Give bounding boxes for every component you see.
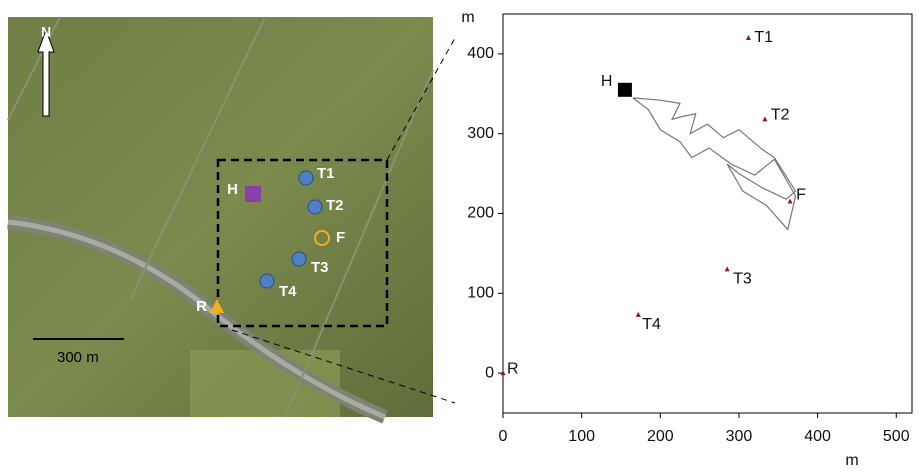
x-tick-label: 500	[883, 428, 910, 445]
satellite-map: N 300 m H T1 T2 F T3 T4 R	[8, 17, 455, 417]
map-label: R	[196, 298, 207, 315]
y-tick-label: 0	[485, 364, 494, 381]
map-label: T2	[326, 197, 344, 214]
scale-label: 300 m	[57, 349, 99, 366]
point-marker	[788, 199, 793, 204]
point-label: T3	[733, 271, 752, 288]
point-marker	[636, 312, 641, 317]
x-tick-label: 100	[568, 428, 595, 445]
figure: N 300 m H T1 T2 F T3 T4 R m m 0 100 200 300…	[0, 0, 919, 468]
home-marker	[618, 83, 632, 97]
y-tick-label: 200	[467, 205, 494, 222]
point-label: T2	[771, 107, 790, 124]
point-marker	[762, 116, 767, 121]
x-tick-label: 400	[804, 428, 831, 445]
y-axis-label: m	[461, 9, 474, 26]
point-label: H	[601, 73, 613, 90]
y-tick-label: 300	[467, 125, 494, 142]
point-marker	[725, 266, 730, 271]
plot-frame	[503, 14, 912, 413]
point-label: R	[507, 360, 519, 377]
y-tick-label: 400	[467, 45, 494, 62]
point-label: T1	[754, 29, 773, 46]
x-axis-label: m	[845, 452, 858, 468]
x-tick-label: 0	[499, 428, 508, 445]
x-tick-label: 300	[726, 428, 753, 445]
point-marker	[746, 35, 751, 40]
point-label: T4	[642, 316, 661, 333]
map-label: T4	[279, 283, 297, 300]
map-label: H	[227, 181, 238, 198]
north-label: N	[41, 24, 51, 40]
x-tick-label: 200	[647, 428, 674, 445]
map-label: F	[336, 229, 345, 246]
map-label: T3	[311, 259, 329, 276]
y-tick-label: 100	[467, 285, 494, 302]
map-label: T1	[317, 165, 335, 182]
point-label: F	[796, 187, 806, 204]
